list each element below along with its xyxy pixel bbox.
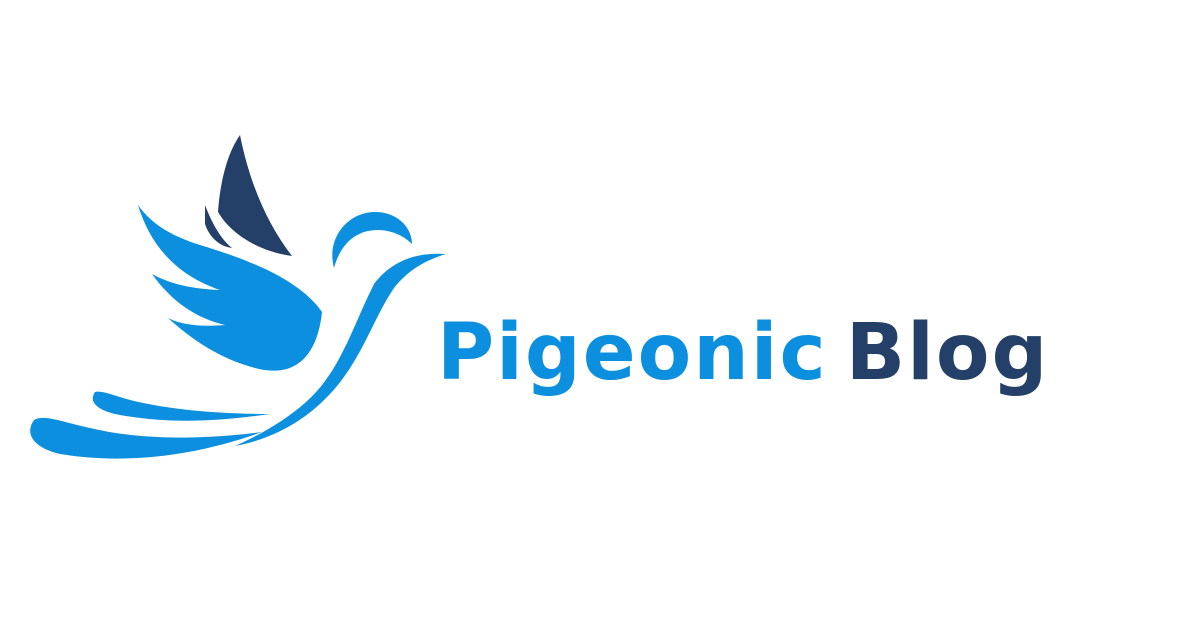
- brand-name-blog: Blog: [845, 308, 1050, 398]
- lower-wing-shape: [138, 205, 322, 371]
- upper-wing-shape: [218, 135, 292, 256]
- tail-lower-shape: [30, 417, 263, 459]
- upper-wing-small-shape: [205, 205, 232, 248]
- brand-wordmark: Pigeonic Blog: [437, 298, 1049, 408]
- head-shape: [332, 212, 412, 268]
- brand-name-pigeonic: Pigeonic: [437, 308, 828, 398]
- tail-upper-shape: [92, 391, 271, 421]
